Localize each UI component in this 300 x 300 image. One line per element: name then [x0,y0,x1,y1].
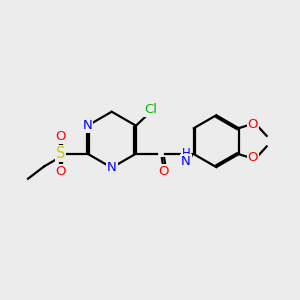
Text: N: N [181,155,191,168]
Text: N: N [82,119,92,132]
Text: O: O [248,151,258,164]
Text: O: O [55,165,66,178]
Text: H: H [182,147,190,160]
Text: O: O [248,118,258,131]
Text: O: O [55,130,66,142]
Text: Cl: Cl [144,103,157,116]
Text: N: N [107,161,117,174]
Text: O: O [158,165,169,178]
Text: S: S [56,146,65,161]
